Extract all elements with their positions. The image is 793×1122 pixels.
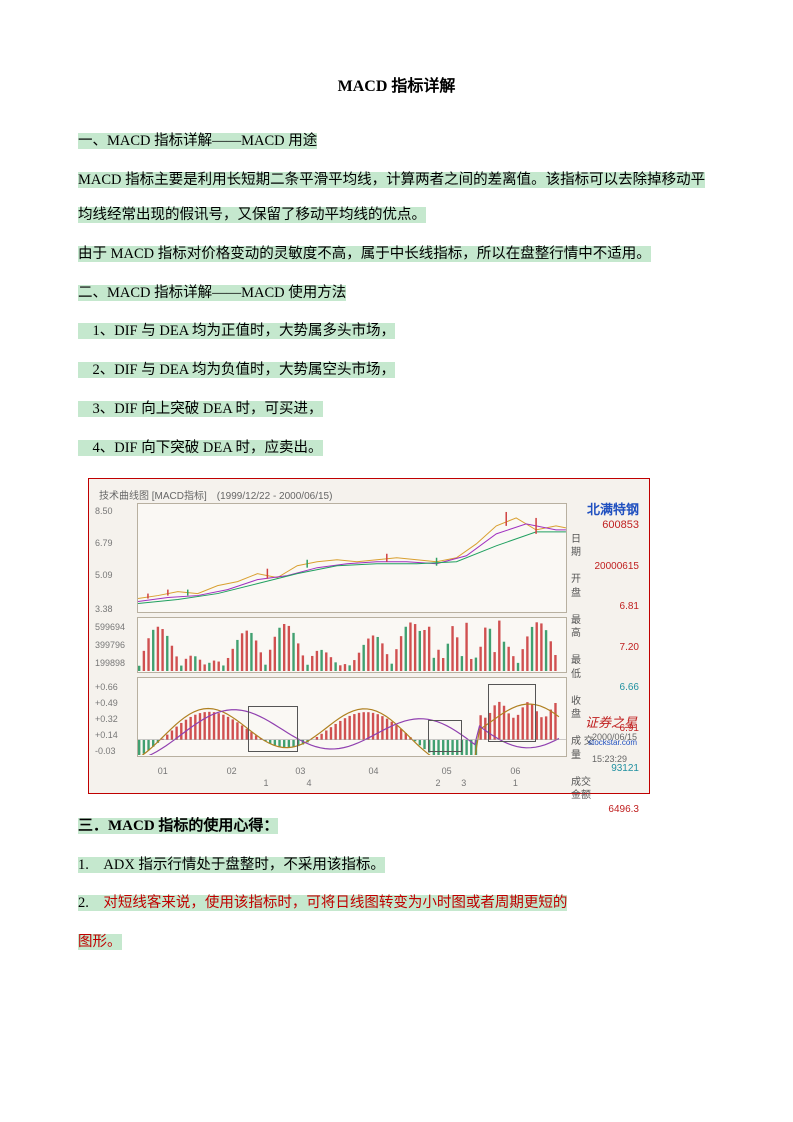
- annot-box-2: [428, 720, 462, 752]
- section3-heading: 三．MACD 指标的使用心得：: [78, 818, 278, 834]
- p1-y1: 6.79: [95, 533, 113, 555]
- s2-item3: 3、DIF 向上突破 DEA 时，可买进，: [78, 401, 323, 417]
- xt-02: 02: [227, 761, 237, 783]
- s1-text-a: MACD 指标主要是利用长短期二条平滑平均线，计算两者之间的差离值。: [78, 172, 546, 188]
- s3-item2-prefix: 2.: [78, 895, 103, 911]
- timestamp: 2000/06/1515:23:29: [592, 727, 637, 770]
- s3-item2-tail: 图形。: [78, 934, 122, 950]
- s2-item4: 4、DIF 向下突破 DEA 时，应卖出。: [78, 440, 323, 456]
- s3-item2-body: 对短线客来说，使用该指标时，可将日线图转变为小时图或者周期更短的: [103, 895, 567, 911]
- xt-04: 04: [368, 761, 378, 783]
- p1-y0: 8.50: [95, 501, 113, 523]
- s3-item1: 1. ADX 指示行情处于盘整时，不采用该指标。: [78, 857, 385, 873]
- xt-01: 01: [158, 761, 168, 783]
- stock-name: 北满特钢: [571, 501, 639, 519]
- volume-panel: [137, 617, 567, 673]
- s2-item2: 2、DIF 与 DEA 均为负值时，大势属空头市场，: [78, 362, 395, 378]
- section1-heading: 一、MACD 指标详解——MACD 用途: [78, 133, 317, 149]
- annot-box-3: [488, 684, 536, 742]
- s2-item1: 1、DIF 与 DEA 均为正值时，大势属多头市场，: [78, 323, 395, 339]
- macd-panel: [137, 677, 567, 757]
- xt-05: 05: [442, 761, 452, 783]
- macd-chart: 技术曲线图 [MACD指标] (1999/12/22 - 2000/06/15)…: [88, 478, 650, 794]
- xn-1: 1: [263, 773, 268, 795]
- p2-y2: 199898: [95, 653, 125, 675]
- page-title: MACD 指标详解: [78, 68, 715, 106]
- xn-2: 2: [435, 773, 440, 795]
- x-axis: 01 02 03 04 05 06 1 4 2 3 1: [137, 761, 567, 785]
- xn-1b: 1: [513, 773, 518, 795]
- xn-3: 3: [461, 773, 466, 795]
- price-panel: [137, 503, 567, 613]
- xn-4: 4: [306, 773, 311, 795]
- p3-y4: -0.03: [95, 741, 116, 763]
- stock-code: 600853: [571, 518, 639, 533]
- s1-text2-a: 由于 MACD 指标对价格变动的灵敏度不高，属于中长线指标，: [78, 246, 477, 262]
- xt-03: 03: [295, 761, 305, 783]
- s1-text2-b: 所以在盘整行情中不适用。: [477, 246, 651, 262]
- annot-box-1: [248, 706, 298, 752]
- section2-heading: 二、MACD 指标详解——MACD 使用方法: [78, 285, 346, 301]
- p1-y2: 5.09: [95, 565, 113, 587]
